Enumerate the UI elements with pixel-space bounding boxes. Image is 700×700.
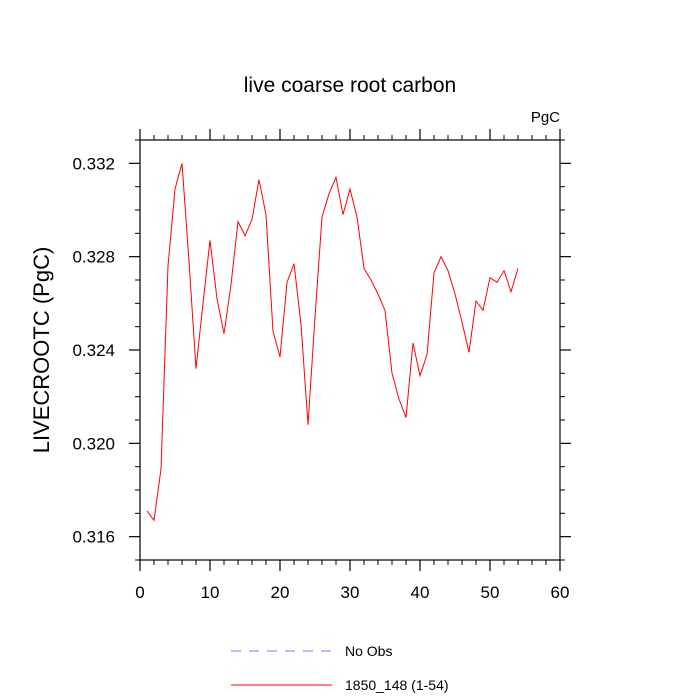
x-tick-label: 0 bbox=[135, 583, 144, 602]
series-line-1850-148-1-54 bbox=[146, 163, 519, 522]
axis-ticks bbox=[129, 129, 571, 571]
x-tick-label: 10 bbox=[201, 583, 220, 602]
y-tick-label: 0.316 bbox=[72, 528, 115, 547]
y-tick-label: 0.320 bbox=[72, 434, 115, 453]
x-tick-label: 60 bbox=[551, 583, 570, 602]
units-label: PgC bbox=[531, 109, 560, 126]
plot-frame bbox=[139, 139, 561, 561]
chart-title: live coarse root carbon bbox=[244, 74, 456, 97]
legend-label-no-obs: No Obs bbox=[345, 643, 392, 659]
x-tick-label: 30 bbox=[341, 583, 360, 602]
y-axis-label: LIVECROOTC (PgC) bbox=[29, 247, 54, 454]
x-tick-label: 40 bbox=[411, 583, 430, 602]
y-tick-label: 0.328 bbox=[72, 248, 115, 267]
legend: No Obs 1850_148 (1-54) bbox=[231, 643, 449, 693]
x-tick-label: 20 bbox=[271, 583, 290, 602]
y-tick-label: 0.324 bbox=[72, 341, 115, 360]
series-layer bbox=[146, 163, 519, 522]
y-tick-label: 0.332 bbox=[72, 154, 115, 173]
legend-label-1850-148: 1850_148 (1-54) bbox=[345, 677, 449, 693]
x-tick-label: 50 bbox=[481, 583, 500, 602]
tick-labels: 0 10 20 30 40 50 60 0.316 0.320 0.324 0.328 0.332 bbox=[72, 154, 569, 602]
